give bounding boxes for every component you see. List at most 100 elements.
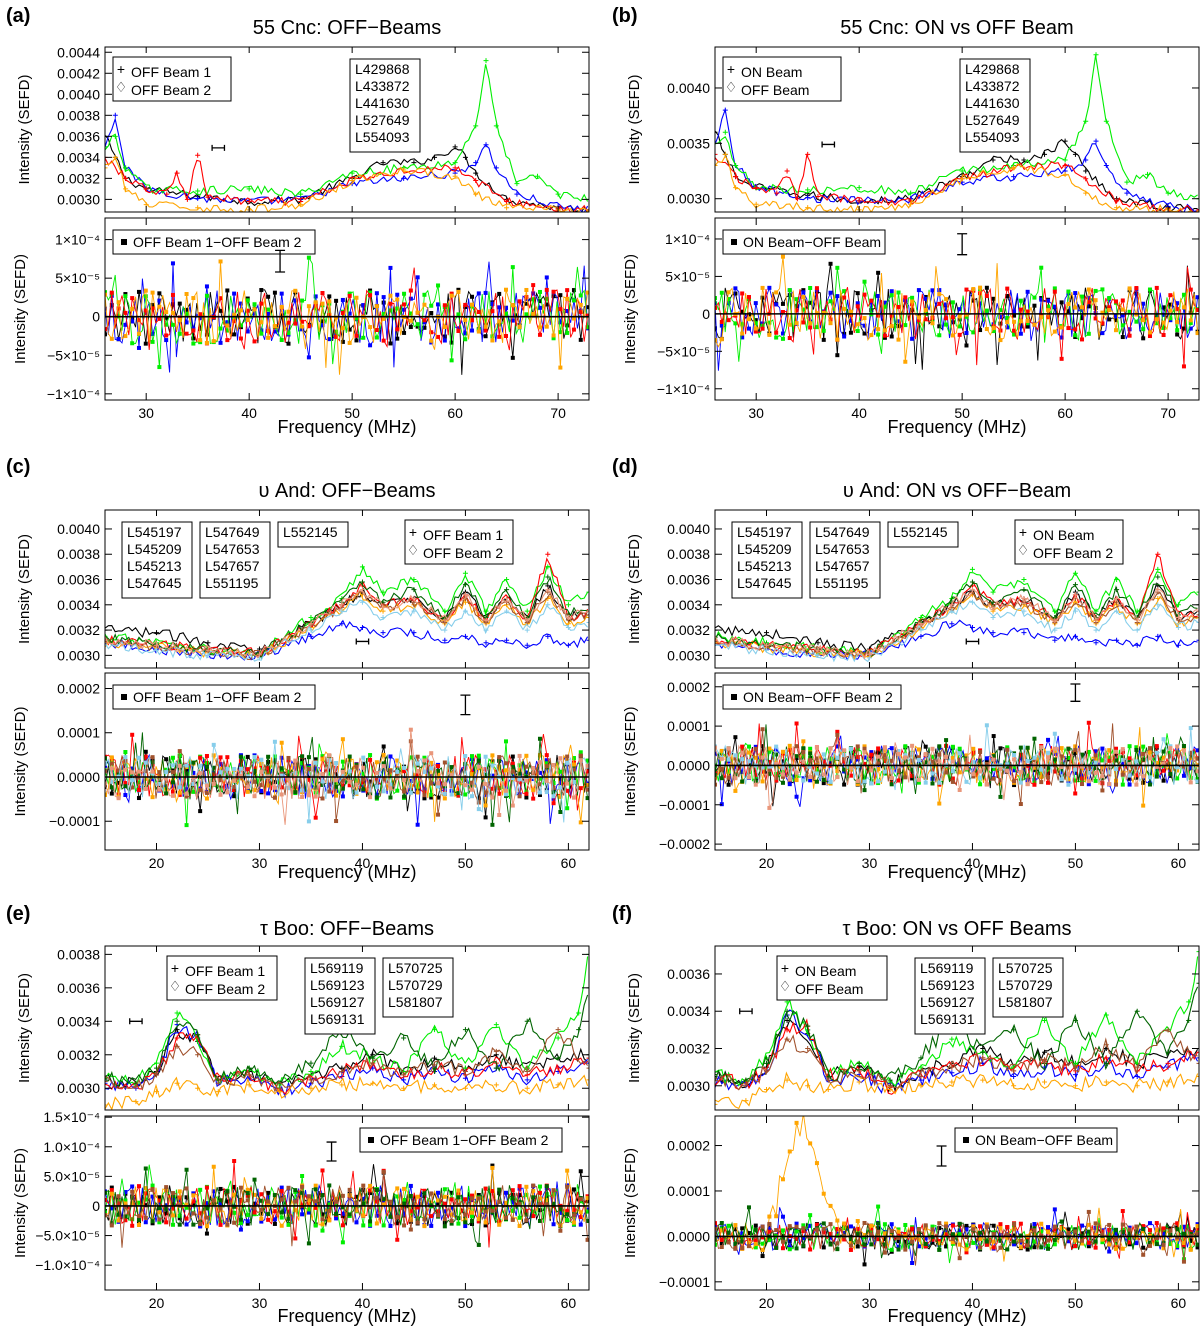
diff-point-L554093 [1181,305,1186,310]
diff-point-L547657 [1120,772,1125,777]
series-point-L527649 [123,175,129,181]
x-tick-label: 50 [458,1295,474,1311]
diff-point-L569123 [429,1223,434,1228]
diff-point-L569131 [279,1188,284,1193]
diff-point-L581807 [984,1224,989,1229]
diff-point-L552145 [286,776,291,781]
diff-point-L554093 [1175,320,1180,325]
diff-point-L429868 [136,289,141,294]
diff-point-L547653 [272,758,277,763]
diff-point-L554093 [950,333,955,338]
diff-point-L527649 [571,327,576,332]
diff-point-L547649 [1188,755,1193,760]
diff-point-L551195 [286,786,291,791]
diff-point-L581807 [571,1213,576,1218]
diff-point-L570725 [191,1193,196,1198]
diff-point-L569119 [753,1223,758,1228]
diff-point-L551195 [490,763,495,768]
series-point-L545209 [1134,642,1140,648]
diff-point-L569123 [944,1228,949,1233]
beam-legend-box [1014,519,1124,565]
diff-point-L547645 [402,769,407,774]
diff-point-L545209 [408,779,413,784]
diff-point-L569123 [578,1222,583,1227]
diff-point-L581807 [320,1217,325,1222]
diff-point-L569119 [320,1212,325,1217]
series-point-L429868 [1021,157,1027,163]
diff-point-L569127 [537,1184,542,1189]
diff-point-L527649 [157,316,162,321]
diff-point-L569131 [1073,1243,1078,1248]
diff-point-L569127 [808,1213,813,1218]
diff-point-L547657 [470,780,475,785]
series-point-L554093 [733,185,739,191]
diff-point-L547653 [374,795,379,800]
series-point-L527649 [174,170,180,176]
diff-point-L547645 [842,759,847,764]
diff-point-L527649 [320,291,325,296]
diff-point-L552145 [578,758,583,763]
diff-point-L581807 [862,1220,867,1225]
diff-point-L569119 [882,1236,887,1241]
diff-point-L547645 [821,759,826,764]
series-point-L545197 [815,640,821,646]
top-series-group [715,52,1199,212]
diff-point-L570725 [429,1200,434,1205]
diff-point-L547657 [300,784,305,789]
diff-point-L552145 [313,794,318,799]
diff-point-L554093 [760,285,765,290]
diff-point-L433872 [164,338,169,343]
series-point-L551195 [545,602,551,608]
diff-point-L569131 [340,1223,345,1228]
diff-point-L545209 [225,784,230,789]
diff-point-L569127 [361,1223,366,1228]
diff-point-L570725 [719,1228,724,1233]
diff-point-L552145 [483,782,488,787]
diff-point-L569131 [910,1226,915,1231]
diff-point-L527649 [794,308,799,313]
diff-point-L551195 [978,775,983,780]
diff-point-L527649 [1134,286,1139,291]
diff-point-L545197 [821,781,826,786]
diff-point-L554093 [313,300,318,305]
diff-point-L547653 [978,758,983,763]
series-point-L570725 [784,1077,790,1083]
series-point-L552145 [1134,617,1140,623]
series-point-L570729 [1134,1008,1140,1014]
diff-point-L429868 [808,300,813,305]
diff-point-L547653 [1059,767,1064,772]
diff-point-L569119 [719,1241,724,1246]
id-legend-label: L545209 [127,541,182,557]
diff-point-L570725 [1039,1221,1044,1226]
diff-point-L569131 [476,1219,481,1224]
diff-point-L441630 [821,328,826,333]
diff-point-L554093 [408,318,413,323]
diff-point-L527649 [585,313,589,318]
diff-point-L581807 [225,1222,230,1227]
id-legend-label: L429868 [965,61,1020,77]
diff-point-L569119 [436,1201,441,1206]
y-axis-label: Intensity (SEFD) [12,706,29,816]
diff-point-L569131 [259,1192,264,1197]
diff-point-L552145 [984,782,989,787]
diff-point-L569119 [821,1245,826,1250]
diff-point-L569131 [252,1210,257,1215]
diff-point-L581807 [483,1209,488,1214]
diff-point-L551195 [1093,760,1098,765]
diff-point-L581807 [814,1227,819,1232]
diff-point-L527649 [1018,307,1023,312]
series-point-L554093 [123,186,129,192]
series-line-L441630 [715,55,1198,201]
diff-point-L547649 [835,769,840,774]
diff-point-L569127 [551,1192,556,1197]
diff-point-L552145 [760,755,765,760]
diff-point-L547653 [1141,757,1146,762]
series-line-L570725 [715,1071,1199,1110]
diff-point-L545209 [1127,782,1132,787]
diff-point-L545213 [578,750,583,755]
diff-point-L527649 [408,288,413,293]
diff-point-L527649 [402,302,407,307]
diff-point-L552145 [436,781,441,786]
diff-point-L552145 [1059,765,1064,770]
